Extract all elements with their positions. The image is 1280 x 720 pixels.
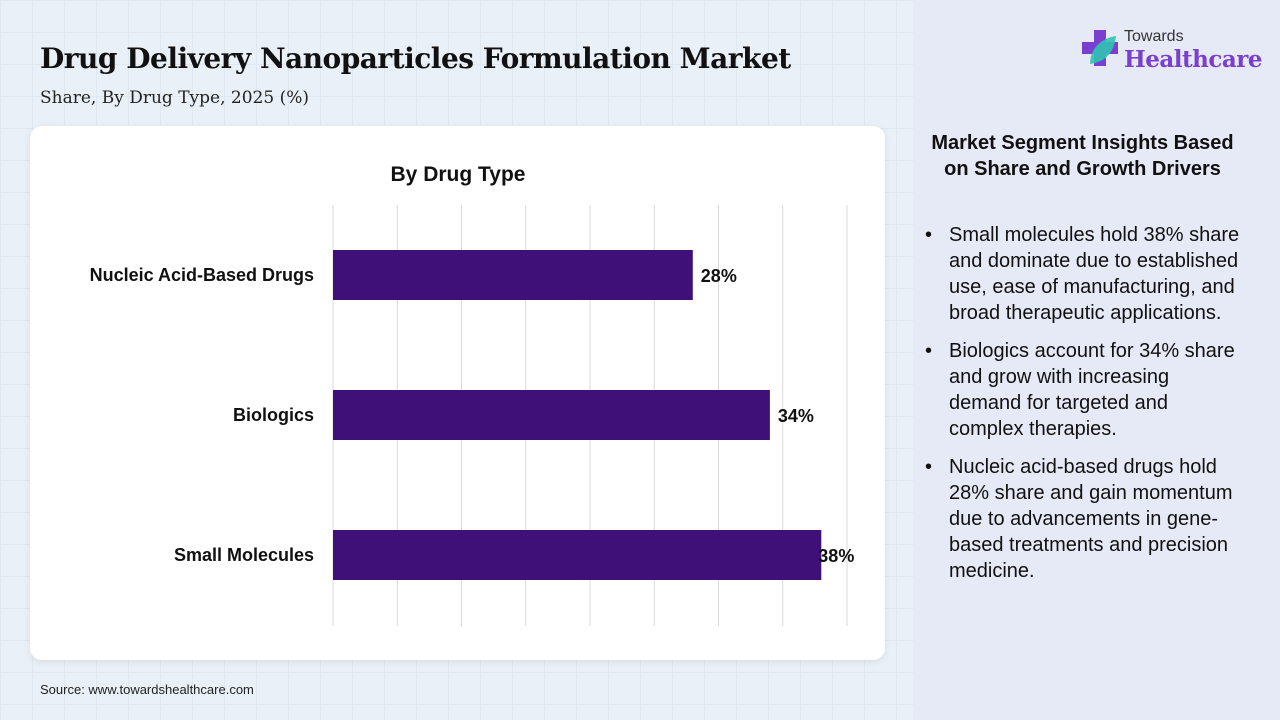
bar [333,250,693,300]
logo-text-healthcare: Healthcare [1124,46,1263,73]
source-note: Source: www.towardshealthcare.com [40,682,254,697]
insights-list: Small molecules hold 38% share and domin… [925,222,1245,596]
category-label: Small Molecules [174,545,314,565]
insight-item: Nucleic acid-based drugs hold 28% share … [925,454,1245,584]
chart-title: By Drug Type [391,163,526,186]
insight-item: Biologics account for 34% share and grow… [925,338,1245,442]
bar-chart: By Drug Type Nucleic Acid-Based Drugs 28%… [90,163,854,626]
logo-text-towards: Towards [1124,28,1184,45]
insights-title: Market Segment Insights Based on Share a… [931,132,1234,180]
data-label: 38% [818,546,854,566]
towards-healthcare-logo: Towards Healthcare [1080,26,1263,78]
category-label: Biologics [233,405,314,425]
bar [333,530,822,580]
data-label: 34% [778,406,814,426]
bar [333,390,770,440]
page-title: Drug Delivery Nanoparticles Formulation … [40,42,791,75]
category-label: Nucleic Acid-Based Drugs [90,265,314,285]
insight-item: Small molecules hold 38% share and domin… [925,222,1245,326]
data-label: 28% [701,266,737,286]
cross-leaf-icon [1082,30,1118,66]
page-subtitle: Share, By Drug Type, 2025 (%) [40,88,309,108]
